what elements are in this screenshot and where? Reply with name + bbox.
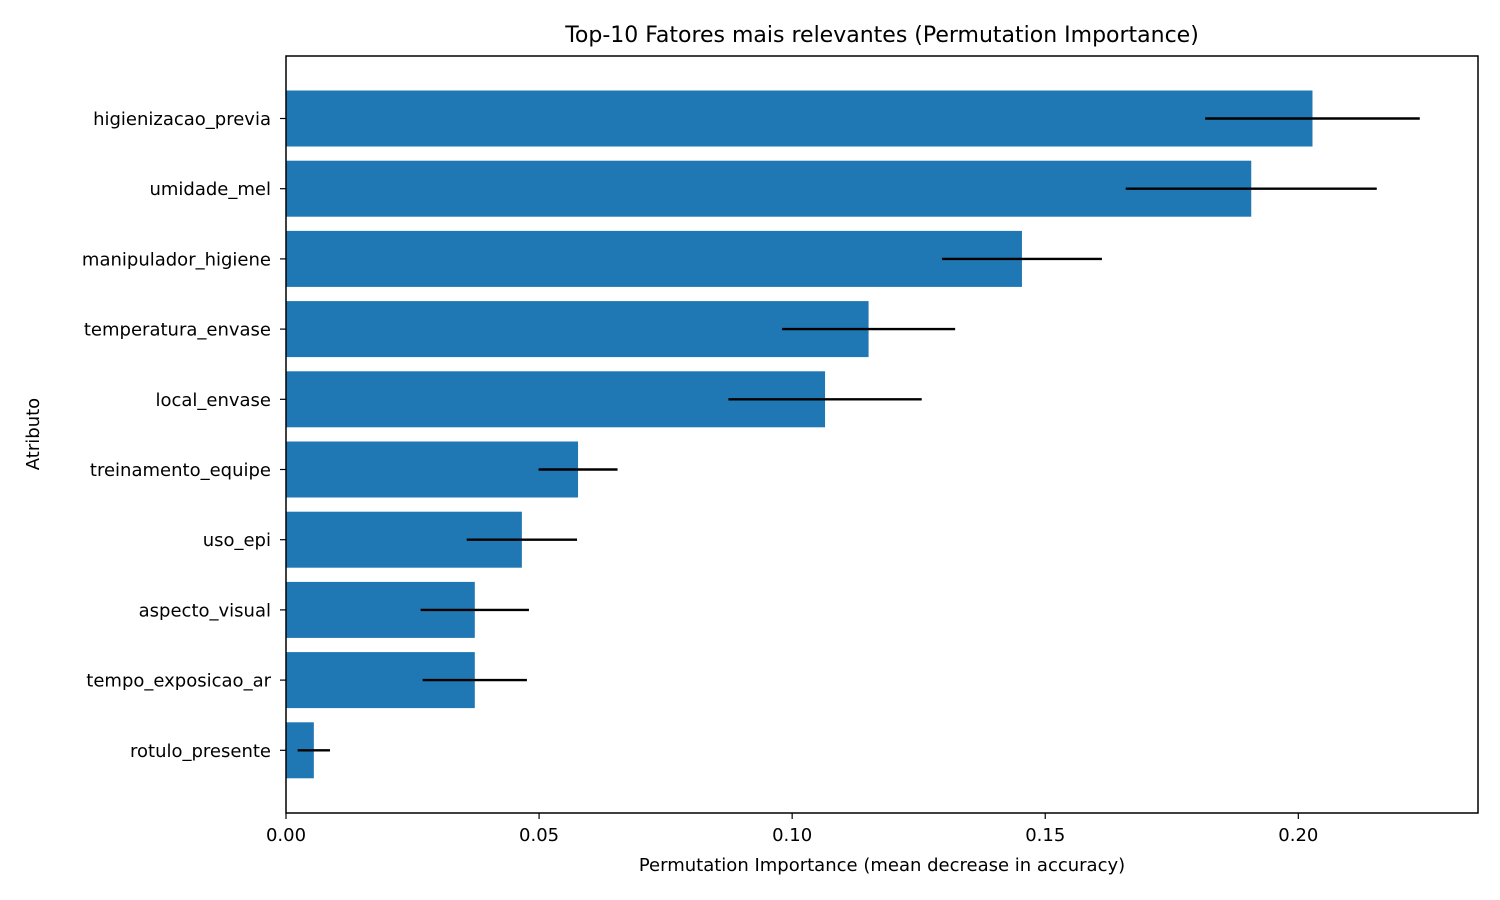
y-axis-label: Atributo: [23, 398, 44, 470]
x-axis-label: Permutation Importance (mean decrease in…: [639, 855, 1125, 876]
bar-treinamento_equipe: [286, 441, 579, 498]
bar-umidade_mel: [286, 160, 1252, 217]
bar-manipulador_higiene: [286, 230, 1022, 287]
y-tick-label-treinamento_equipe: treinamento_equipe: [90, 460, 271, 481]
x-ticks-group: 0.00 0.05 0.10 0.15 0.20: [266, 813, 1318, 846]
y-tick-label-higienizacao_previa: higienizacao_previa: [93, 109, 271, 130]
plot-frame: [285, 55, 1479, 814]
y-tick-label-tempo_exposicao_ar: tempo_exposicao_ar: [86, 671, 271, 692]
x-tick-label: 0.15: [1025, 825, 1065, 846]
bar-higienizacao_previa: [286, 90, 1313, 147]
y-tick-label-temperatura_envase: temperatura_envase: [84, 320, 271, 341]
y-tick-label-local_envase: local_envase: [155, 390, 271, 411]
y-tick-label-manipulador_higiene: manipulador_higiene: [82, 249, 271, 270]
bar-temperatura_envase: [286, 301, 869, 358]
y-ticks-group: higienizacao_previa umidade_mel manipulado…: [82, 109, 286, 762]
x-tick-label: 0.20: [1278, 825, 1318, 846]
x-tick-label: 0.05: [519, 825, 559, 846]
error-bars-group: [297, 117, 1420, 752]
x-tick-label: 0.10: [772, 825, 812, 846]
x-tick-label: 0.00: [266, 825, 306, 846]
chart-title: Top-10 Fatores mais relevantes (Permutat…: [564, 23, 1199, 48]
y-tick-label-rotulo_presente: rotulo_presente: [130, 741, 271, 762]
y-tick-label-aspecto_visual: aspecto_visual: [139, 600, 271, 621]
y-tick-label-uso_epi: uso_epi: [203, 530, 271, 551]
bars-group: [286, 90, 1313, 779]
y-tick-label-umidade_mel: umidade_mel: [149, 179, 271, 200]
